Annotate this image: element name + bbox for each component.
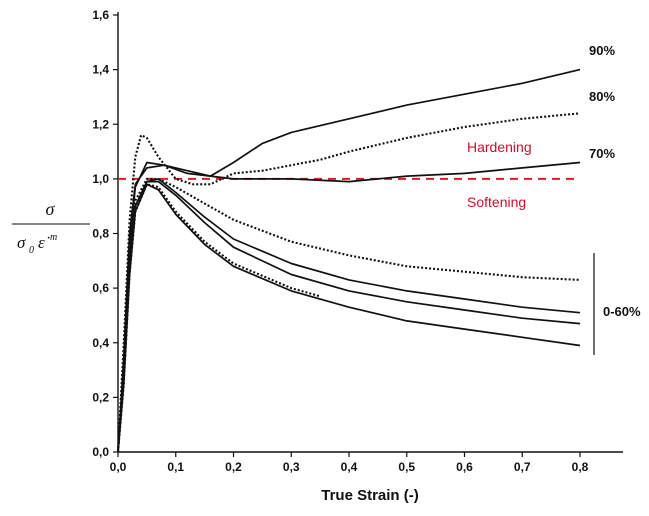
x-tick-label: 0,8 (572, 460, 589, 474)
y-label-numerator: σ (46, 199, 56, 219)
series-label-90: 90% (589, 43, 615, 58)
y-label-denominator-rate: ε̇ (38, 233, 50, 252)
x-tick-label: 0,6 (456, 460, 473, 474)
series-line-s70 (117, 161, 581, 453)
x-tick-label: 0,5 (398, 460, 415, 474)
series-label-80: 80% (589, 89, 615, 104)
series-layer (116, 68, 581, 453)
series-line-s80 (116, 112, 581, 453)
y-label-denominator-sub: 0 (29, 245, 34, 256)
x-tick-label: 0,0 (110, 460, 127, 474)
y-tick-label: 0,4 (92, 336, 109, 350)
region-label-softening: Softening (467, 194, 526, 210)
series-label-0-60: 0-60% (603, 304, 641, 319)
series-line-s90 (117, 68, 581, 453)
y-axis-title: σ σ 0 ε̇ m (12, 199, 90, 256)
y-tick-group: 0,0 0,2 0,4 0,6 0,8 1,0 1,2 1,4 1,6 (92, 8, 118, 459)
x-tick-group: 0,0 0,1 0,2 0,3 0,4 0,5 0,6 0,7 0,8 (110, 452, 589, 474)
y-tick-label: 1,6 (92, 8, 109, 22)
x-tick-label: 0,7 (514, 460, 531, 474)
y-tick-label: 1,0 (92, 172, 109, 186)
region-label-hardening: Hardening (467, 139, 532, 155)
series-label-70: 70% (589, 146, 615, 161)
y-tick-label: 1,4 (92, 63, 109, 77)
x-tick-label: 0,1 (167, 460, 184, 474)
y-label-denominator-base: σ (17, 233, 26, 252)
y-tick-label: 0,0 (92, 445, 109, 459)
series-line-s60c (117, 180, 581, 453)
series-line-s60e (117, 183, 581, 453)
series-line-s60d (116, 183, 321, 453)
y-tick-label: 1,2 (92, 117, 109, 131)
y-tick-label: 0,6 (92, 281, 109, 295)
x-tick-label: 0,3 (283, 460, 300, 474)
series-line-s60b (117, 178, 581, 453)
x-tick-label: 0,4 (341, 460, 358, 474)
x-tick-label: 0,2 (225, 460, 242, 474)
series-line-s60a (116, 177, 581, 453)
y-tick-label: 0,2 (92, 390, 109, 404)
y-tick-label: 0,8 (92, 227, 109, 241)
y-label-denominator-sup: m (50, 232, 57, 243)
x-axis-title: True Strain (-) (321, 487, 419, 504)
